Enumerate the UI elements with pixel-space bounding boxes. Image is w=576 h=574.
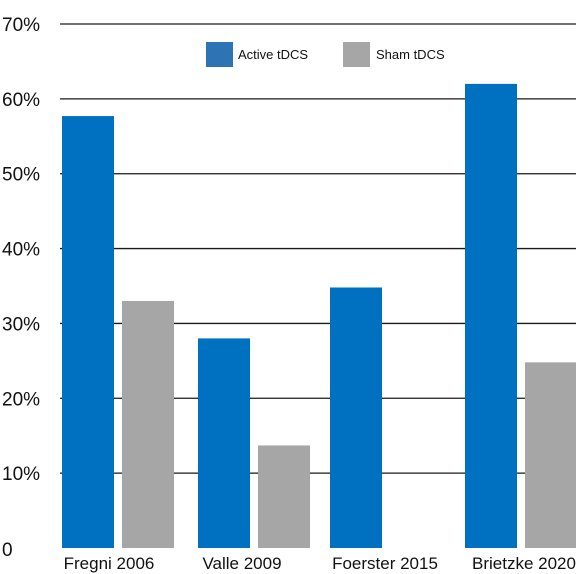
y-axis-tick-labels: 0 10% 20% 30% 40% 50% 60% 70% xyxy=(2,15,40,561)
bar-active-2 xyxy=(330,287,382,548)
x-category-label: Fregni 2006 xyxy=(64,554,155,573)
bar-active-3 xyxy=(465,83,517,548)
legend-swatch-active-tdcs xyxy=(206,42,233,67)
x-axis-category-labels: Fregni 2006 Valle 2009 Foerster 2015 Brietz… xyxy=(64,554,576,573)
y-tick-label: 30% xyxy=(2,314,40,335)
x-category-label: Foerster 2015 xyxy=(332,554,438,573)
bar-active-1 xyxy=(198,338,250,548)
x-category-label: Valle 2009 xyxy=(202,554,281,573)
y-tick-label: 70% xyxy=(2,15,40,36)
y-tick-label: 40% xyxy=(2,240,40,261)
legend-swatch-sham-tdcs xyxy=(343,42,370,67)
y-tick-label: 0 xyxy=(2,540,13,561)
bars xyxy=(62,83,576,549)
y-tick-label: 50% xyxy=(2,165,40,186)
y-tick-label: 60% xyxy=(2,90,40,111)
legend: Active tDCS Sham tDCS xyxy=(206,42,445,67)
bar-active-0 xyxy=(62,116,114,549)
legend-label-sham-tdcs: Sham tDCS xyxy=(376,47,445,62)
legend-label-active-tdcs: Active tDCS xyxy=(238,47,308,62)
bar-sham-3 xyxy=(525,362,576,548)
bar-sham-1 xyxy=(258,445,310,548)
y-tick-label: 20% xyxy=(2,389,40,410)
bar-sham-0 xyxy=(122,300,174,548)
x-category-label: Brietzke 2020 xyxy=(472,554,576,573)
y-tick-label: 10% xyxy=(2,464,40,485)
